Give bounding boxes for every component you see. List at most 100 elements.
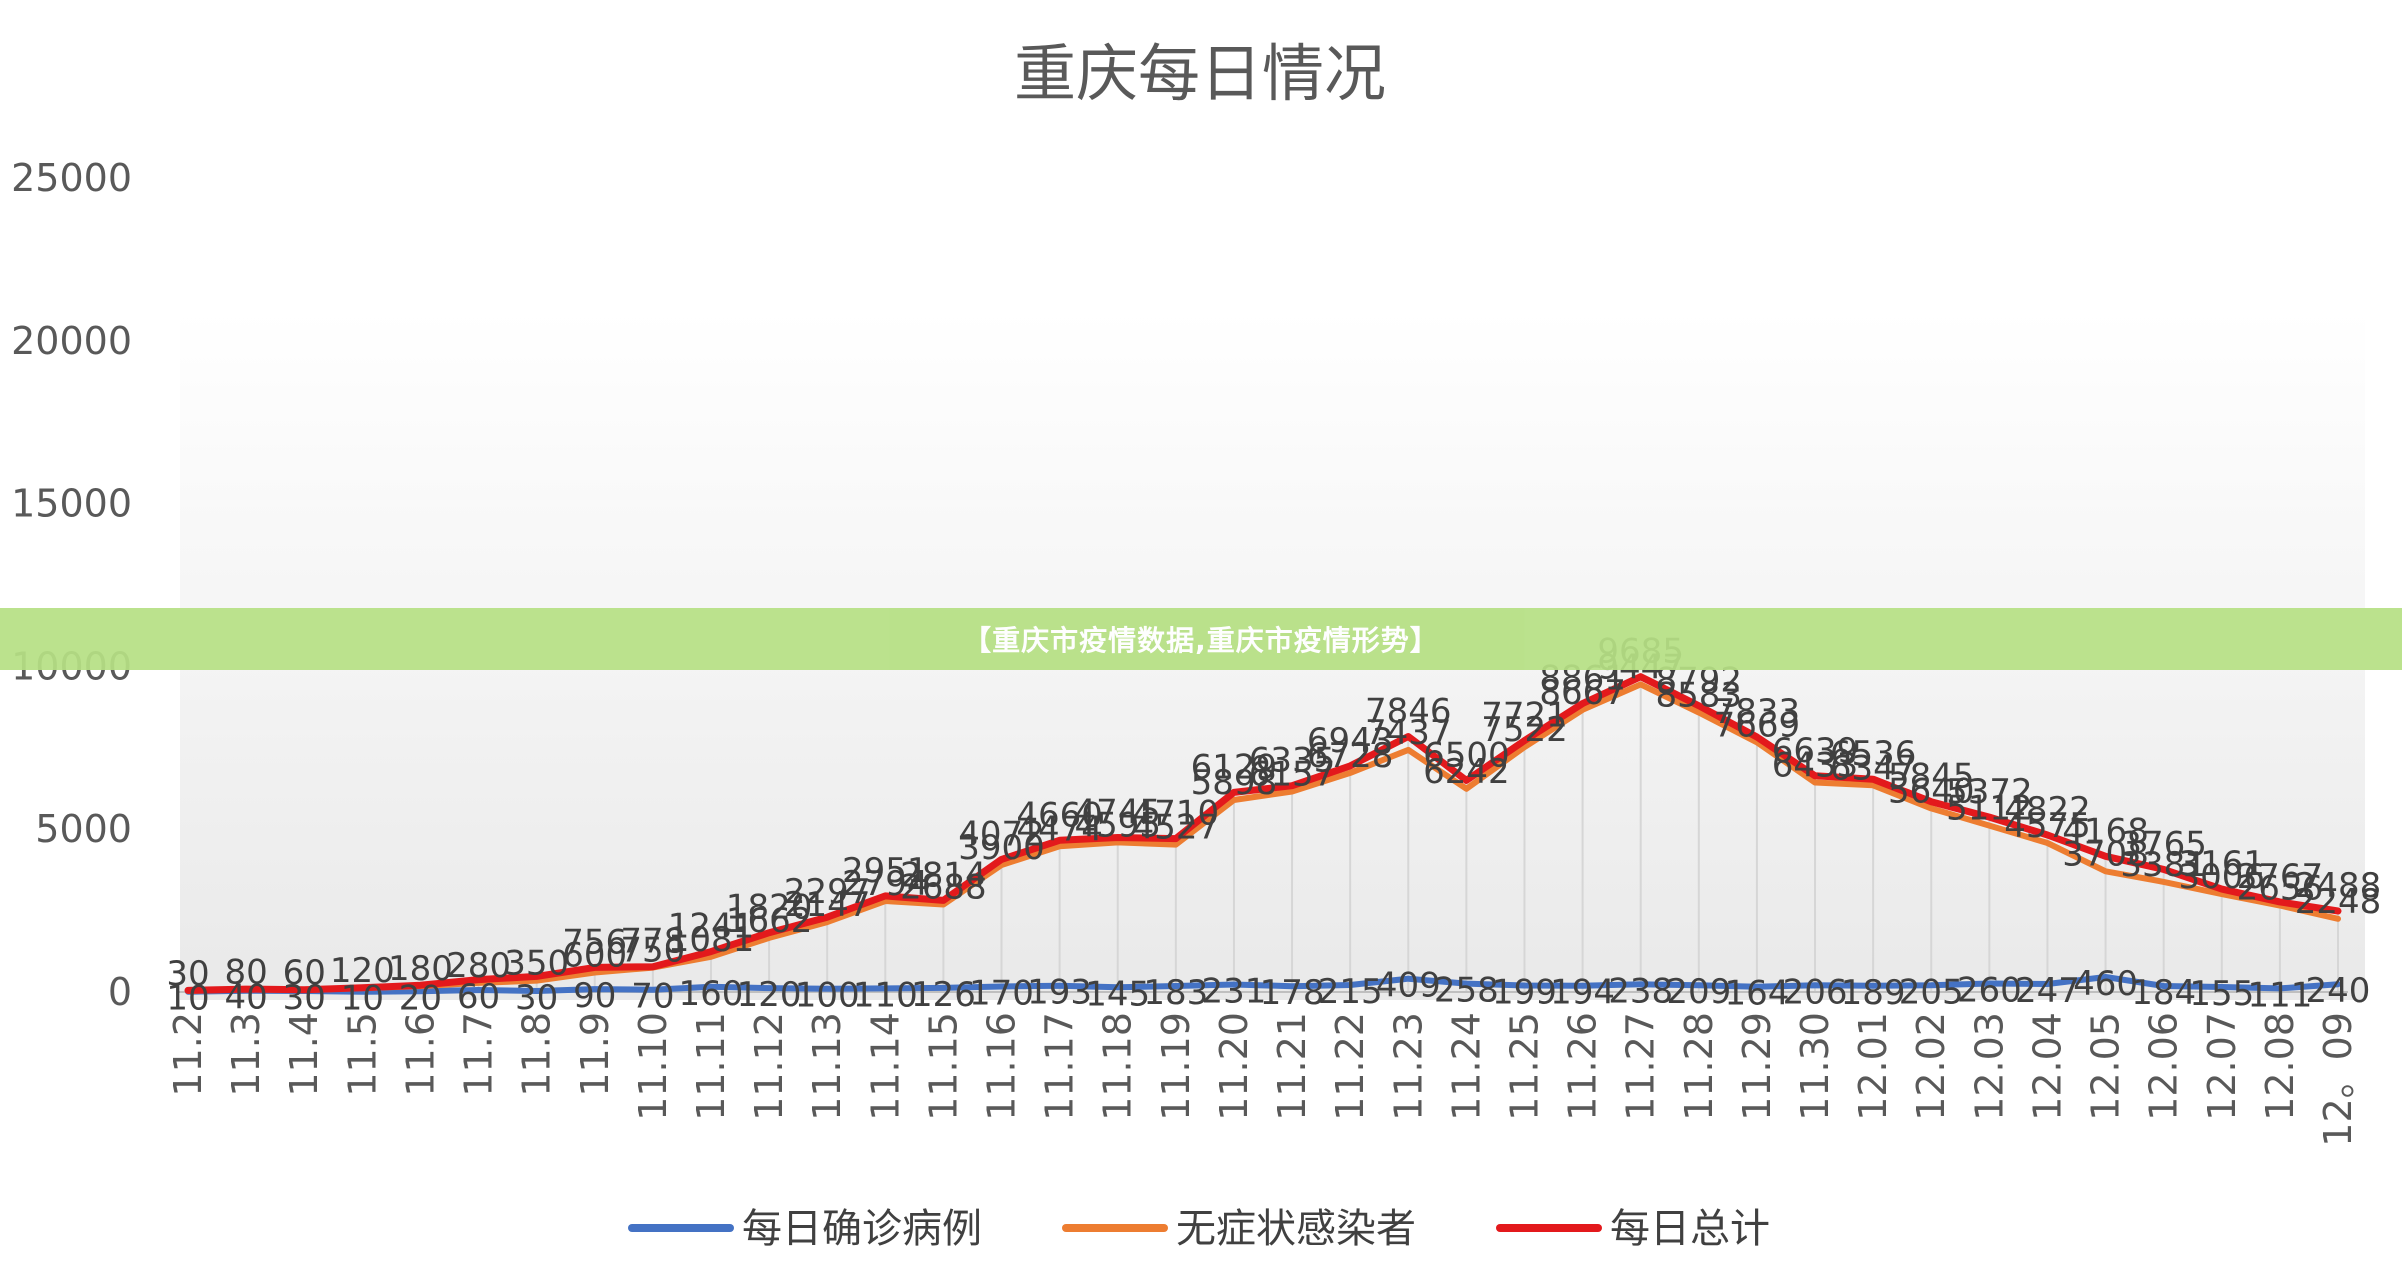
x-tick-label: 11.29 (1735, 1012, 1779, 1121)
x-tick-label: 12.01 (1851, 1012, 1895, 1121)
data-label: 40 (224, 978, 267, 1018)
x-tick-label: 11.8 (515, 1012, 559, 1097)
data-label: 120 (330, 951, 395, 991)
data-label: 209 (1666, 972, 1731, 1012)
data-label: 194 (1550, 973, 1615, 1013)
series-line (184, 673, 2342, 994)
data-label: 231 (1201, 971, 1266, 1011)
data-label: 6335 (1249, 741, 1336, 781)
x-tick-label: 12.06 (2142, 1012, 2186, 1121)
data-label: 126 (911, 975, 976, 1015)
data-label: 170 (969, 973, 1034, 1013)
x-tick-label: 11.7 (457, 1012, 501, 1097)
y-tick-label: 25000 (11, 156, 132, 200)
x-tick-label: 11.21 (1270, 1012, 1314, 1121)
data-label: 5898 (1191, 763, 1278, 803)
x-tick-label: 11.2 (166, 1012, 210, 1097)
x-tick-label: 11.15 (921, 1012, 965, 1121)
data-label: 155 (2189, 974, 2254, 1014)
data-label: 7721 (1481, 696, 1568, 736)
data-label: 258 (1434, 971, 1499, 1011)
data-label: 7522 (1481, 710, 1568, 750)
x-tick-label: 12.04 (2025, 1012, 2069, 1121)
data-label: 30 (515, 978, 558, 1018)
x-tick-label: 11.12 (747, 1012, 791, 1121)
data-label: 30 (166, 954, 209, 994)
x-tick-label: 11.25 (1502, 1012, 1546, 1121)
data-label: 3765 (2120, 824, 2207, 864)
data-label: 247 (2015, 971, 2080, 1011)
data-label: 199 (1492, 973, 1557, 1013)
y-tick-label: 20000 (11, 319, 132, 363)
data-label: 2488 (2295, 866, 2382, 906)
x-tick-label: 11.6 (398, 1012, 442, 1097)
data-label: 1820 (726, 888, 813, 928)
legend: 每日确诊病例 无症状感染者 每日总计 (628, 1206, 1770, 1252)
data-label: 5845 (1888, 757, 1975, 797)
data-label: 2794 (842, 864, 929, 904)
data-label: 2147 (784, 885, 871, 925)
x-tick-label: 11.9 (573, 1012, 617, 1097)
x-tick-label: 11.26 (1561, 1012, 1605, 1121)
x-tick-label: 11.17 (1038, 1012, 1082, 1121)
data-label: 2814 (900, 855, 987, 895)
data-label: 260 (1957, 971, 2022, 1011)
x-tick-label: 12.05 (2084, 1012, 2128, 1121)
data-label: 180 (388, 949, 453, 989)
data-label: 10 (166, 979, 209, 1019)
banner-text: 【重庆市疫情数据,重庆市疫情形势】 (963, 624, 1439, 657)
data-label: 7669 (1714, 705, 1801, 745)
data-label: 30 (283, 978, 326, 1018)
data-label: 215 (1318, 972, 1383, 1012)
y-axis: 0500010000150002000025000 (11, 156, 132, 1014)
data-label: 238 (1608, 971, 1673, 1011)
data-label: 193 (1027, 973, 1092, 1013)
data-label: 778 (620, 922, 685, 962)
data-label: 6728 (1307, 736, 1394, 776)
data-label: 7437 (1365, 713, 1452, 753)
x-axis: 11.2 11.3 11.4 11.5 11.6 11.7 11.8 11.9 11.10 11.… (166, 991, 2360, 1147)
data-label: 100 (795, 976, 860, 1016)
data-label: 6500 (1423, 735, 1510, 775)
data-label: 189 (1841, 973, 1906, 1013)
data-label: 184 (2131, 973, 2196, 1013)
series-line (185, 681, 2341, 994)
x-tick-label: 11.13 (805, 1012, 849, 1121)
data-label: 240 (2306, 971, 2371, 1011)
chart-title: 重庆每日情况 (1014, 37, 1386, 110)
data-label: 6536 (1830, 734, 1917, 774)
data-label: 8583 (1656, 676, 1743, 716)
data-label: 3006 (2179, 857, 2266, 897)
series-lines (184, 673, 2342, 995)
legend-label: 每日总计 (1610, 1206, 1770, 1252)
x-tick-label: 11.10 (631, 1012, 675, 1121)
data-label: 750 (620, 931, 685, 971)
data-label: 7833 (1714, 692, 1801, 732)
data-label: 120 (737, 975, 802, 1015)
data-label: 4710 (1133, 794, 1220, 834)
data-label: 111 (2247, 975, 2312, 1015)
x-tick-label: 12.07 (2200, 1012, 2244, 1121)
data-label: 4575 (2004, 806, 2091, 846)
data-label: 205 (1899, 972, 1964, 1012)
x-tick-label: 11.11 (689, 1012, 733, 1121)
x-tick-label: 11.5 (340, 1012, 384, 1097)
data-label: 20 (399, 978, 442, 1018)
data-label: 460 (2073, 964, 2138, 1004)
data-label: 3708 (2062, 834, 2149, 874)
x-tick-label: 11.14 (863, 1012, 907, 1121)
series-line (185, 974, 2341, 995)
data-label: 4660 (1016, 795, 1103, 835)
data-label: 178 (1260, 973, 1325, 1013)
data-label: 2688 (900, 867, 987, 907)
data-label: 10 (341, 979, 384, 1019)
data-label: 5112 (1946, 789, 2033, 829)
data-label: 4595 (1074, 805, 1161, 845)
y-tick-label: 15000 (11, 482, 132, 526)
vertical-lines (187, 676, 2339, 992)
data-label: 60 (283, 953, 326, 993)
x-tick-label: 11.30 (1793, 1012, 1837, 1121)
data-label: 2297 (784, 872, 871, 912)
x-tick-label: 12。09 (2316, 1012, 2360, 1147)
overlay-banner: 【重庆市疫情数据,重庆市疫情形势】 (0, 608, 2402, 670)
